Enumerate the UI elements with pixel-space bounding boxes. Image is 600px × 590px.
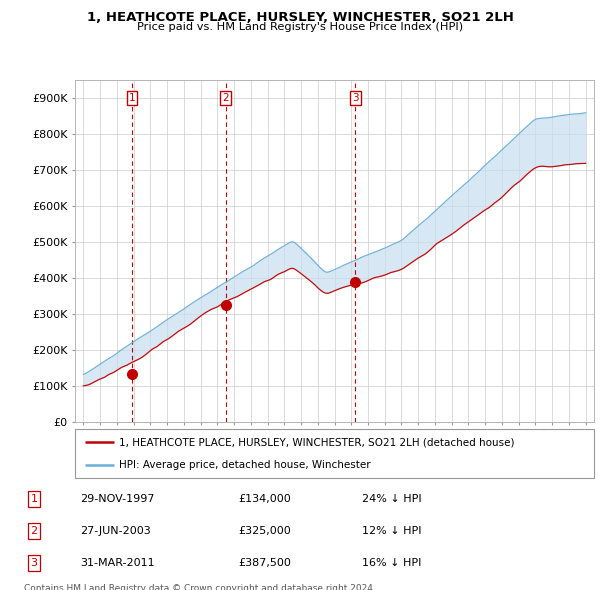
Text: 2: 2 (31, 526, 38, 536)
Text: £387,500: £387,500 (238, 558, 291, 568)
Text: £325,000: £325,000 (238, 526, 291, 536)
Text: 16% ↓ HPI: 16% ↓ HPI (362, 558, 422, 568)
Text: HPI: Average price, detached house, Winchester: HPI: Average price, detached house, Winc… (119, 460, 371, 470)
Text: 24% ↓ HPI: 24% ↓ HPI (362, 494, 422, 504)
Text: 27-JUN-2003: 27-JUN-2003 (80, 526, 151, 536)
Text: 3: 3 (352, 93, 359, 103)
Text: 1: 1 (129, 93, 136, 103)
Text: 31-MAR-2011: 31-MAR-2011 (80, 558, 155, 568)
Text: 29-NOV-1997: 29-NOV-1997 (80, 494, 155, 504)
Text: 1, HEATHCOTE PLACE, HURSLEY, WINCHESTER, SO21 2LH (detached house): 1, HEATHCOTE PLACE, HURSLEY, WINCHESTER,… (119, 437, 515, 447)
Text: £134,000: £134,000 (238, 494, 291, 504)
Text: Contains HM Land Registry data © Crown copyright and database right 2024.
This d: Contains HM Land Registry data © Crown c… (24, 584, 376, 590)
Text: 3: 3 (31, 558, 38, 568)
Text: 2: 2 (222, 93, 229, 103)
Text: 1: 1 (31, 494, 38, 504)
Text: 12% ↓ HPI: 12% ↓ HPI (362, 526, 422, 536)
Text: 1, HEATHCOTE PLACE, HURSLEY, WINCHESTER, SO21 2LH: 1, HEATHCOTE PLACE, HURSLEY, WINCHESTER,… (86, 11, 514, 24)
Text: Price paid vs. HM Land Registry's House Price Index (HPI): Price paid vs. HM Land Registry's House … (137, 22, 463, 32)
